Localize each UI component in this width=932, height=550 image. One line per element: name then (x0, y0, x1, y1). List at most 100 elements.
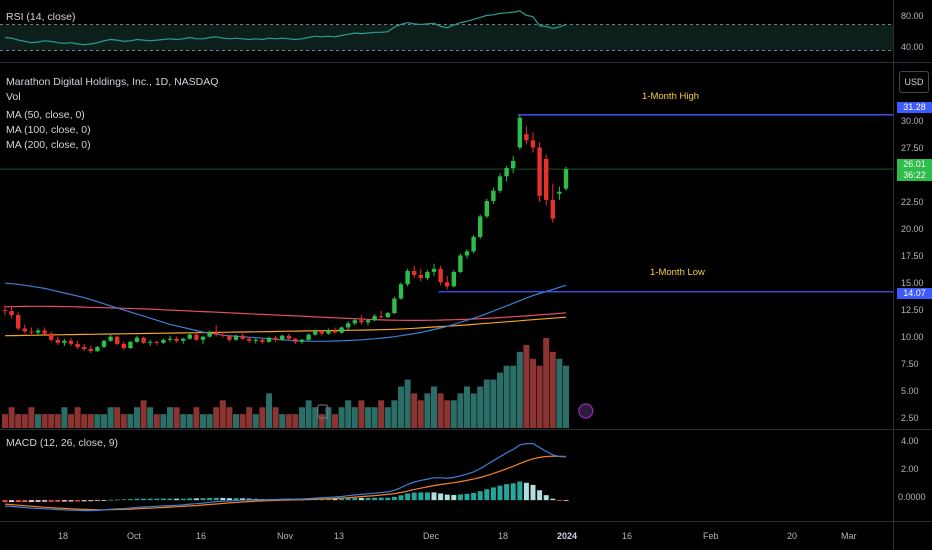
volume-bar (246, 407, 253, 428)
candle-body (174, 338, 179, 341)
volume-bar (206, 414, 213, 428)
candle-body (438, 268, 443, 283)
macd-histogram-bar (365, 497, 371, 501)
macd-histogram-bar (15, 500, 21, 502)
volume-bar (437, 393, 444, 428)
macd-line (4, 443, 566, 512)
macd-histogram-bar (174, 498, 180, 501)
vol-legend[interactable]: Vol (6, 91, 21, 103)
volume-bar (285, 414, 292, 428)
volume-bar (510, 365, 517, 428)
volume-bar (219, 400, 226, 428)
rsi-title[interactable]: RSI (14, close) (6, 11, 76, 23)
candle-body (412, 270, 417, 276)
candle-body (537, 147, 542, 196)
candle-body (431, 268, 437, 272)
candle-body (339, 327, 344, 333)
volume-bar (556, 358, 563, 428)
macd-histogram-bar (68, 500, 74, 502)
volume-bar (444, 400, 451, 428)
macd-histogram-bar (530, 484, 536, 501)
volume-bar (503, 365, 510, 428)
candle-body (306, 334, 311, 340)
volume-bar (530, 358, 536, 428)
candle-body (214, 332, 219, 335)
macd-histogram-bar (167, 498, 173, 501)
ma100-legend[interactable]: MA (100, close, 0) (6, 124, 91, 136)
currency-button[interactable]: USD (899, 71, 929, 93)
volume-bar (226, 407, 233, 428)
volume-bar (94, 414, 101, 428)
price-tick: 10.00 (901, 332, 924, 342)
macd-histogram-bar (193, 498, 199, 501)
month-low-tag: 14.07 (897, 288, 932, 299)
volume-bar (68, 414, 74, 428)
symbol-title[interactable]: Marathon Digital Holdings, Inc., 1D, NAS… (6, 76, 219, 88)
macd-histogram-bar (101, 500, 107, 501)
candle-body (464, 251, 470, 256)
volume-bar (536, 365, 543, 428)
candle-body (530, 140, 536, 148)
macd-histogram-bar (200, 498, 206, 501)
macd-histogram-bar (187, 498, 193, 501)
candle-body (280, 335, 285, 340)
macd-histogram-bar (226, 498, 232, 501)
volume-bar (127, 414, 134, 428)
candle-body (418, 275, 423, 279)
volume-bar (200, 414, 206, 428)
volume-bar (470, 393, 477, 428)
candle-body (207, 332, 212, 337)
macd-histogram-bar (398, 495, 404, 501)
volume-bar (450, 400, 457, 428)
earnings-icon (317, 404, 329, 419)
macd-histogram-bar (451, 495, 457, 501)
candle-body (247, 338, 252, 341)
ma50-legend[interactable]: MA (50, close, 0) (6, 109, 85, 121)
x-axis-label: Oct (127, 531, 142, 541)
candle-body (154, 341, 159, 343)
last-price-value: 26.01 (903, 159, 926, 169)
candle-body (332, 330, 338, 333)
volume-bar (516, 351, 523, 428)
macd-histogram-bar (61, 500, 67, 502)
candle-body (359, 320, 364, 323)
macd-histogram-bar (42, 500, 48, 502)
price-tick: 5.00 (901, 386, 919, 396)
volume-bar (490, 379, 497, 428)
price-tick: 2.50 (901, 413, 919, 423)
volume-bar (8, 407, 15, 428)
candle-body (75, 343, 80, 347)
macd-histogram-bar (134, 498, 140, 501)
volume-bar (549, 351, 556, 428)
volume-bar (398, 386, 404, 428)
macd-title[interactable]: MACD (12, 26, close, 9) (6, 437, 119, 449)
x-axis-label: 16 (622, 531, 633, 541)
volume-bar (378, 400, 385, 428)
candle-body (517, 117, 522, 148)
volume-bar (345, 400, 352, 428)
x-axis-label: 18 (58, 531, 69, 541)
macd-histogram-bar (490, 487, 496, 501)
macd-histogram-bar (213, 497, 219, 501)
candle-body (313, 331, 318, 335)
macd-histogram-bar (523, 482, 529, 501)
x-axis-label: 20 (787, 531, 798, 541)
macd-histogram-bar (457, 494, 463, 501)
volume-bar (404, 379, 411, 428)
candle-body (471, 236, 476, 252)
macd-histogram-bar (411, 492, 417, 501)
month-high-tag: 31.28 (897, 102, 932, 113)
macd-histogram-bar (543, 495, 549, 501)
ma50-line (4, 282, 567, 342)
candle-body (121, 343, 126, 349)
macd-histogram-bar (2, 500, 8, 503)
macd-histogram-bar (94, 500, 100, 501)
volume-bar (48, 414, 55, 428)
price-tick: 15.00 (901, 278, 924, 288)
ma200-legend[interactable]: MA (200, close, 0) (6, 139, 91, 151)
candle-body (253, 339, 258, 341)
volume-bar (318, 414, 325, 428)
x-axis-label: Feb (703, 531, 719, 541)
volume-bar (61, 407, 68, 428)
ma200-line (4, 316, 567, 337)
